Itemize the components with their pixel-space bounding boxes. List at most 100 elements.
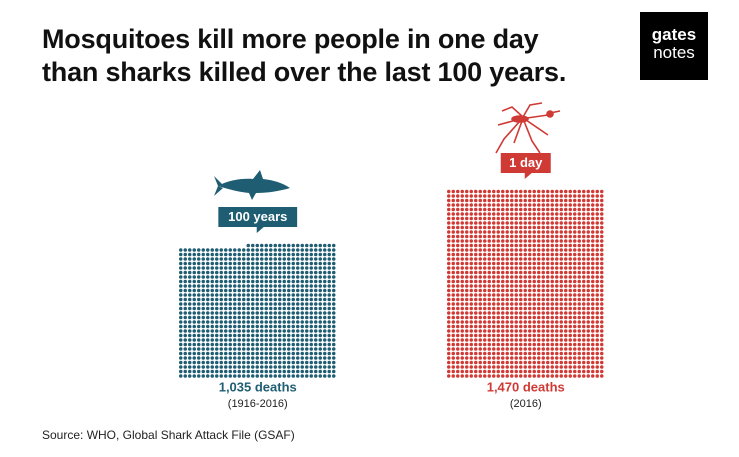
dot (465, 293, 469, 297)
dot (451, 333, 455, 338)
dot (282, 347, 286, 351)
dot (273, 338, 277, 342)
dot (591, 239, 595, 243)
dot (577, 284, 581, 288)
dot (291, 243, 295, 248)
dot-grid (447, 189, 604, 378)
dot (586, 324, 590, 329)
dot (577, 257, 581, 261)
dot (496, 243, 500, 248)
dot (296, 365, 300, 369)
dot (309, 315, 313, 320)
dot (550, 356, 554, 360)
dot (197, 288, 201, 293)
dot (532, 261, 536, 266)
dot (537, 369, 541, 374)
dot (179, 365, 183, 369)
dot (291, 266, 295, 270)
dot (586, 207, 590, 212)
dot (197, 333, 201, 338)
dot (514, 297, 518, 302)
dot (487, 189, 491, 194)
dot (550, 243, 554, 248)
dot (501, 234, 505, 239)
dot (564, 351, 568, 356)
dot (586, 297, 590, 302)
dot (555, 311, 559, 315)
dot (510, 189, 514, 194)
dot (555, 360, 559, 365)
dot (188, 288, 192, 293)
dot (501, 225, 505, 230)
dot (591, 198, 595, 203)
dot (246, 360, 250, 365)
dot (469, 225, 473, 230)
dot (300, 333, 304, 338)
dot (523, 198, 527, 203)
dot (514, 342, 518, 347)
dot (591, 333, 595, 338)
dot (514, 194, 518, 198)
dot (327, 288, 331, 293)
dot (251, 288, 255, 293)
dot (568, 360, 572, 365)
dot (327, 306, 331, 311)
dot (465, 302, 469, 306)
dot (287, 284, 291, 288)
dot (487, 315, 491, 320)
dot (474, 234, 478, 239)
dot (550, 360, 554, 365)
dot (564, 302, 568, 306)
dot (523, 203, 527, 207)
dot (183, 302, 187, 306)
dot (456, 369, 460, 374)
dot (291, 333, 295, 338)
dot (483, 315, 487, 320)
dot (546, 297, 550, 302)
dot (586, 333, 590, 338)
dot (514, 279, 518, 284)
dot (505, 356, 509, 360)
dot (483, 302, 487, 306)
dot (595, 225, 599, 230)
dot (314, 311, 318, 315)
dot (465, 212, 469, 216)
dot (568, 329, 572, 333)
dot (501, 374, 505, 378)
period-label: (1916-2016) (228, 398, 288, 410)
dot (251, 257, 255, 261)
dot (278, 356, 282, 360)
dot (251, 306, 255, 311)
dot (528, 306, 532, 311)
dot (519, 374, 523, 378)
dot (519, 302, 523, 306)
dot (210, 257, 214, 261)
dot (591, 338, 595, 342)
dot (327, 297, 331, 302)
dot (465, 216, 469, 221)
dot (264, 297, 268, 302)
dot (496, 302, 500, 306)
dot (510, 270, 514, 275)
dot (541, 248, 545, 252)
dot (510, 221, 514, 225)
dot (586, 369, 590, 374)
dot (201, 252, 205, 257)
dot (555, 342, 559, 347)
dot (586, 275, 590, 279)
dot (568, 351, 572, 356)
dot (546, 288, 550, 293)
dot (447, 270, 451, 275)
dot (577, 311, 581, 315)
dot (577, 225, 581, 230)
dot (282, 275, 286, 279)
dot (192, 293, 196, 297)
dot (305, 329, 309, 333)
dot (523, 221, 527, 225)
dot (197, 248, 201, 252)
dot (318, 270, 322, 275)
dot (188, 315, 192, 320)
dot (456, 189, 460, 194)
dot (219, 248, 223, 252)
